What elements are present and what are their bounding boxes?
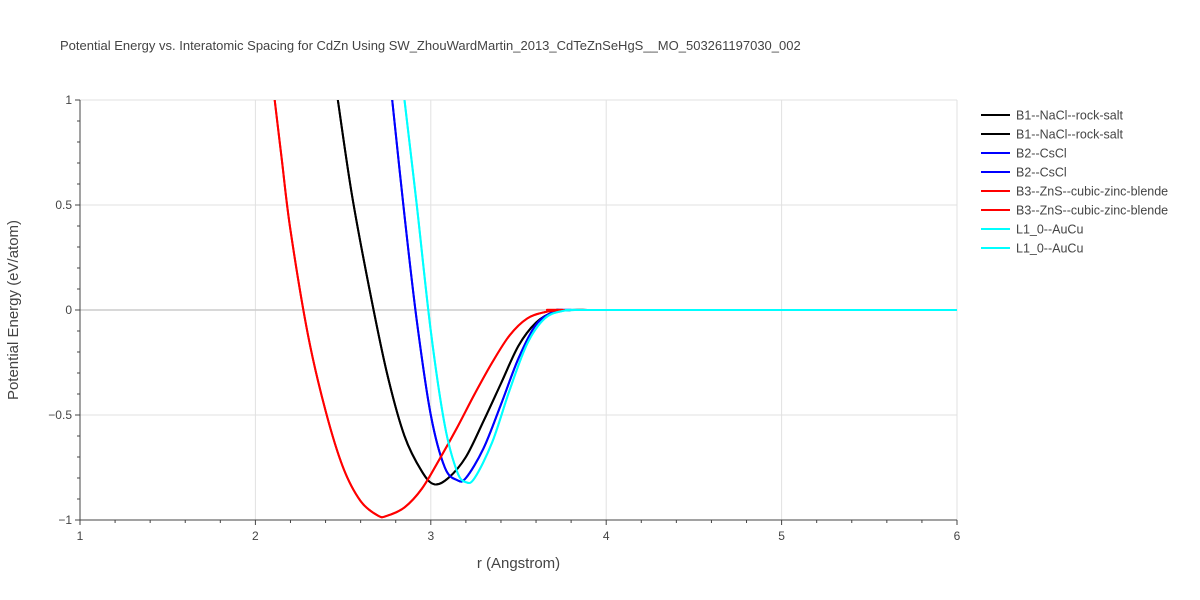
legend-item[interactable]: B2--CsCl [981,166,1067,180]
y-tick-label: 1 [65,93,72,107]
legend-item[interactable]: L1_0--AuCu [981,223,1083,237]
legend-label: B3--ZnS--cubic-zinc-blende [1016,185,1168,199]
y-tick-label: −0.5 [48,408,72,422]
legend-label: L1_0--AuCu [1016,223,1083,237]
legend-label: L1_0--AuCu [1016,242,1083,256]
legend-label: B1--NaCl--rock-salt [1016,128,1123,142]
legend-item[interactable]: B3--ZnS--cubic-zinc-blende [981,204,1168,218]
x-axis-title: r (Angstrom) [477,555,560,572]
plot-area [273,100,957,519]
legend-label: B1--NaCl--rock-salt [1016,109,1123,123]
legend-label: B2--CsCl [1016,147,1067,161]
legend-item[interactable]: B3--ZnS--cubic-zinc-blende [981,185,1168,199]
legend-label: B3--ZnS--cubic-zinc-blende [1016,204,1168,218]
legend-item[interactable]: B1--NaCl--rock-salt [981,128,1123,142]
legend-item[interactable]: B1--NaCl--rock-salt [981,109,1123,123]
chart-title: Potential Energy vs. Interatomic Spacing… [60,38,801,53]
series-line-7 [403,100,957,485]
y-axis-title: Potential Energy (eV/atom) [5,220,22,400]
x-tick-label: 5 [778,529,785,543]
x-tick-label: 3 [427,529,434,543]
axes: 1 2 3 4 5 6 −1 −0.5 0 0.5 1 [48,93,960,543]
series-line-5 [273,100,957,519]
x-tick-label: 2 [252,529,259,543]
y-tick-label: 0 [65,303,72,317]
legend-item[interactable]: L1_0--AuCu [981,242,1083,256]
y-tick-label: −1 [58,513,72,527]
x-tick-label: 6 [954,529,961,543]
x-tick-label: 4 [603,529,610,543]
legend-item[interactable]: B2--CsCl [981,147,1067,161]
legend[interactable]: B1--NaCl--rock-salt B1--NaCl--rock-salt B2… [981,109,1168,256]
x-tick-label: 1 [77,529,84,543]
legend-label: B2--CsCl [1016,166,1067,180]
y-tick-label: 0.5 [55,198,72,212]
